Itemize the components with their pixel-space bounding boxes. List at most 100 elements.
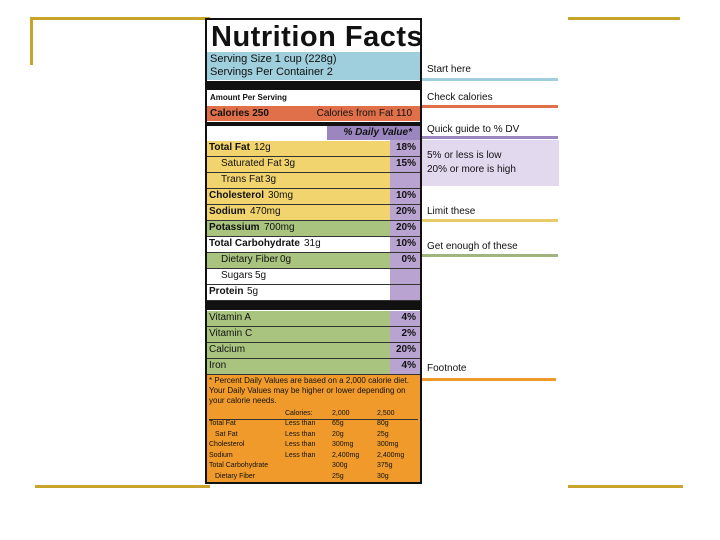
vitamin-dv: 4%	[401, 360, 416, 371]
nutrient-row-bg	[207, 141, 390, 156]
nutrient-amount: 5g	[255, 270, 267, 281]
row-rule	[207, 358, 420, 359]
nutrient-dv: 0%	[401, 254, 416, 265]
nutrient-amount: 5g	[247, 286, 259, 297]
table-cell: Cholesterol	[209, 441, 245, 448]
nutrient-dv: 10%	[395, 238, 416, 249]
vitamin-row-bg	[207, 359, 420, 374]
table-cell: Less than	[285, 441, 316, 448]
nutrient-row-bg	[207, 157, 390, 172]
nutrient-row-bg	[207, 221, 390, 236]
dv-header-band	[327, 126, 420, 140]
row-rule	[207, 326, 420, 327]
nutrient-row-bg	[207, 253, 390, 268]
annotation-text: Start here	[427, 64, 471, 75]
thick-rule	[207, 81, 420, 90]
vitamin-row-bg	[207, 327, 420, 342]
dv-guide-text: 5% or less is low	[427, 150, 502, 161]
nutrient-amount: 470mg	[250, 206, 281, 217]
decor-line	[35, 485, 210, 488]
table-cell: 80g	[377, 420, 389, 427]
rule	[207, 122, 420, 126]
annotation-text: Footnote	[427, 363, 467, 374]
nutrient-amount: 3g	[265, 174, 277, 185]
table-cell: Less than	[285, 430, 316, 438]
row-rule	[207, 374, 420, 375]
row-rule	[207, 284, 420, 285]
table-cell: 65g	[332, 420, 344, 427]
title: Nutrition Facts	[211, 21, 424, 53]
nutrient-amount: 12g	[254, 142, 271, 153]
nutrient-name: Dietary Fiber	[221, 254, 279, 265]
row-rule	[207, 188, 420, 189]
row-rule	[207, 300, 420, 301]
table-rule	[209, 419, 418, 420]
table-cell: Sodium	[209, 451, 233, 459]
table-cell: 2,400mg	[377, 451, 405, 459]
nutrient-dv: 20%	[395, 206, 416, 217]
table-cell: Less than	[285, 420, 316, 427]
nutrient-name: Trans Fat	[221, 174, 264, 185]
nutrient-name: Saturated Fat	[221, 158, 282, 169]
calories-band	[207, 106, 420, 121]
dv-guide-text: 20% or more is high	[427, 164, 516, 175]
nutrient-dv: 18%	[395, 142, 416, 153]
servings-per-container: Servings Per Container 2	[210, 66, 333, 78]
row-rule	[207, 204, 420, 205]
row-rule	[207, 156, 420, 157]
table-cell: 300g	[332, 462, 348, 469]
calories: Calories 250	[210, 108, 269, 119]
row-rule	[207, 252, 420, 253]
nutrient-amount: 30mg	[268, 190, 294, 201]
footnote: * Percent Daily Values are based on a 2,…	[209, 376, 409, 405]
nutrient-row-bg	[207, 205, 390, 220]
vitamin-dv: 2%	[401, 328, 416, 339]
decor-line	[568, 17, 680, 20]
row-rule	[207, 236, 420, 237]
nutrient-amount: 0g	[280, 254, 292, 265]
nutrient-row-bg	[207, 173, 390, 188]
table-header-label: Calories:	[285, 410, 313, 417]
row-rule	[207, 172, 420, 173]
vitamin-dv-bg	[390, 343, 420, 358]
nutrient-name: Total Carbohydrate	[209, 238, 300, 249]
nutrient-row-bg	[207, 237, 390, 252]
table-cell: Less than	[285, 451, 316, 459]
footnote-band	[207, 375, 420, 482]
nutrient-amount: 700mg	[264, 222, 295, 233]
vitamin-dv: 20%	[395, 344, 416, 355]
vitamin-name: Vitamin A	[209, 312, 252, 323]
nutrient-amount: 3g	[284, 158, 296, 169]
table-cell: 2,400mg	[332, 451, 360, 459]
row-rule	[207, 342, 420, 343]
nutrient-amount: 31g	[304, 238, 321, 249]
vitamin-name: Vitamin C	[209, 328, 253, 339]
nutrient-name: Protein	[209, 286, 244, 297]
nutrient-dv: 15%	[395, 158, 416, 169]
annotation-line	[422, 254, 558, 257]
annotation-line	[422, 219, 558, 222]
nutrient-name: Cholesterol	[209, 190, 265, 201]
nutrient-row-bg	[207, 269, 390, 284]
vitamin-row-bg	[207, 311, 420, 326]
table-cell: 375g	[377, 462, 393, 469]
nutrition-label: Nutrition Facts Serving Size 1 cup (228g)…	[205, 18, 424, 484]
calories-from-fat: Calories from Fat 110	[316, 108, 412, 119]
dv-guide-box	[422, 140, 559, 186]
nutrient-row-bg	[207, 189, 390, 204]
nutrient-dv: 10%	[395, 190, 416, 201]
serving-band	[207, 52, 420, 80]
serving-size: Serving Size 1 cup (228g)	[210, 53, 337, 65]
table-cell: 25g	[377, 430, 389, 438]
vitamin-dv-bg	[390, 311, 420, 326]
amount-per-serving: Amount Per Serving	[210, 93, 287, 102]
annotation-line	[422, 136, 558, 139]
nutrient-row-bg	[207, 285, 390, 300]
table-cell: 300mg	[332, 441, 354, 448]
decor-line	[568, 485, 683, 488]
table-cell: 20g	[332, 430, 344, 438]
table-cell: Total Fat	[209, 420, 236, 427]
table-cell: Dietary Fiber	[215, 472, 256, 480]
annotation-text: Check calories	[427, 92, 493, 103]
